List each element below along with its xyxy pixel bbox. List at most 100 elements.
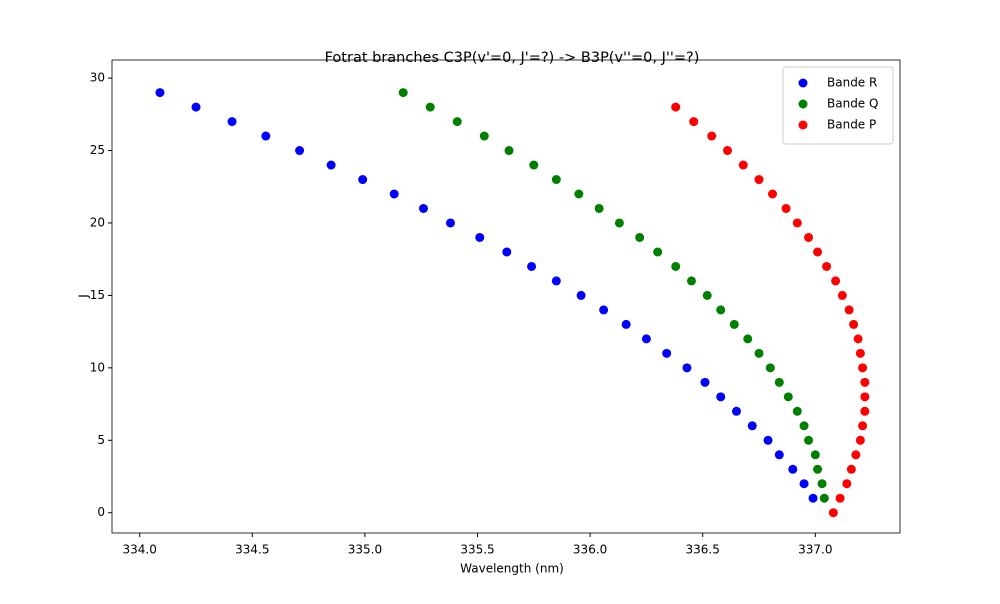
point <box>849 319 859 329</box>
point <box>445 218 455 228</box>
y-tick-label: 30 <box>90 71 105 85</box>
y-axis-label: J <box>77 294 91 299</box>
x-tick-label: 337.0 <box>798 543 832 557</box>
point <box>819 493 829 503</box>
point <box>502 247 512 257</box>
point <box>452 117 462 127</box>
point <box>837 290 847 300</box>
point <box>763 435 773 445</box>
point <box>743 334 753 344</box>
point <box>842 479 852 489</box>
point <box>747 421 757 431</box>
legend-box <box>782 66 894 145</box>
point <box>722 146 732 156</box>
point <box>788 464 798 474</box>
point <box>846 464 856 474</box>
point <box>682 363 692 373</box>
point <box>155 88 165 98</box>
point <box>754 348 764 358</box>
point <box>860 406 870 416</box>
point <box>475 232 485 242</box>
point <box>614 218 624 228</box>
point <box>792 218 802 228</box>
legend-marker <box>798 78 808 88</box>
legend-label: Bande R <box>827 76 877 90</box>
point <box>813 247 823 257</box>
point <box>529 160 539 170</box>
point <box>783 392 793 402</box>
point <box>804 435 814 445</box>
point <box>358 175 368 185</box>
point <box>774 377 784 387</box>
point <box>702 290 712 300</box>
legend-label: Bande P <box>827 118 876 132</box>
point <box>860 392 870 402</box>
point <box>817 479 827 489</box>
legend-marker <box>798 120 808 130</box>
y-tick-label: 25 <box>90 143 105 157</box>
chart-title: Fotrat branches C3P(v'=0, J'=?) -> B3P(v… <box>325 50 700 66</box>
point <box>792 406 802 416</box>
point <box>574 189 584 199</box>
point <box>860 377 870 387</box>
legend-marker <box>798 99 808 109</box>
y-tick-label: 0 <box>97 505 105 519</box>
point <box>844 305 854 315</box>
point <box>716 305 726 315</box>
point <box>707 131 717 141</box>
point <box>671 261 681 271</box>
y-tick-label: 15 <box>90 288 105 302</box>
point <box>576 290 586 300</box>
point <box>716 392 726 402</box>
point <box>479 131 489 141</box>
point <box>781 203 791 213</box>
point <box>731 406 741 416</box>
x-tick-label: 336.0 <box>573 543 607 557</box>
point <box>813 464 823 474</box>
point <box>822 261 832 271</box>
point <box>855 348 865 358</box>
point <box>527 261 537 271</box>
point <box>418 203 428 213</box>
point <box>799 479 809 489</box>
point <box>261 131 271 141</box>
point <box>227 117 237 127</box>
point <box>686 276 696 286</box>
point <box>425 102 435 112</box>
point <box>398 88 408 98</box>
point <box>326 160 336 170</box>
point <box>768 189 778 199</box>
x-axis-label: Wavelength (nm) <box>460 562 564 576</box>
point <box>765 363 775 373</box>
point <box>835 493 845 503</box>
point <box>621 319 631 329</box>
point <box>851 450 861 460</box>
point <box>774 450 784 460</box>
point <box>799 421 809 431</box>
point <box>804 232 814 242</box>
point <box>551 175 561 185</box>
point <box>662 348 672 358</box>
point <box>700 377 710 387</box>
point <box>671 102 681 112</box>
point <box>641 334 651 344</box>
point <box>295 146 305 156</box>
point <box>689 117 699 127</box>
point <box>754 175 764 185</box>
point <box>738 160 748 170</box>
y-tick-label: 10 <box>90 360 105 374</box>
x-tick-label: 335.5 <box>460 543 494 557</box>
point <box>191 102 201 112</box>
point <box>855 435 865 445</box>
legend-label: Bande Q <box>827 97 878 111</box>
point <box>729 319 739 329</box>
point <box>599 305 609 315</box>
y-tick-label: 20 <box>90 215 105 229</box>
point <box>828 508 838 518</box>
y-tick-label: 5 <box>97 433 105 447</box>
point <box>594 203 604 213</box>
point <box>808 493 818 503</box>
x-tick-label: 336.5 <box>686 543 720 557</box>
point <box>389 189 399 199</box>
